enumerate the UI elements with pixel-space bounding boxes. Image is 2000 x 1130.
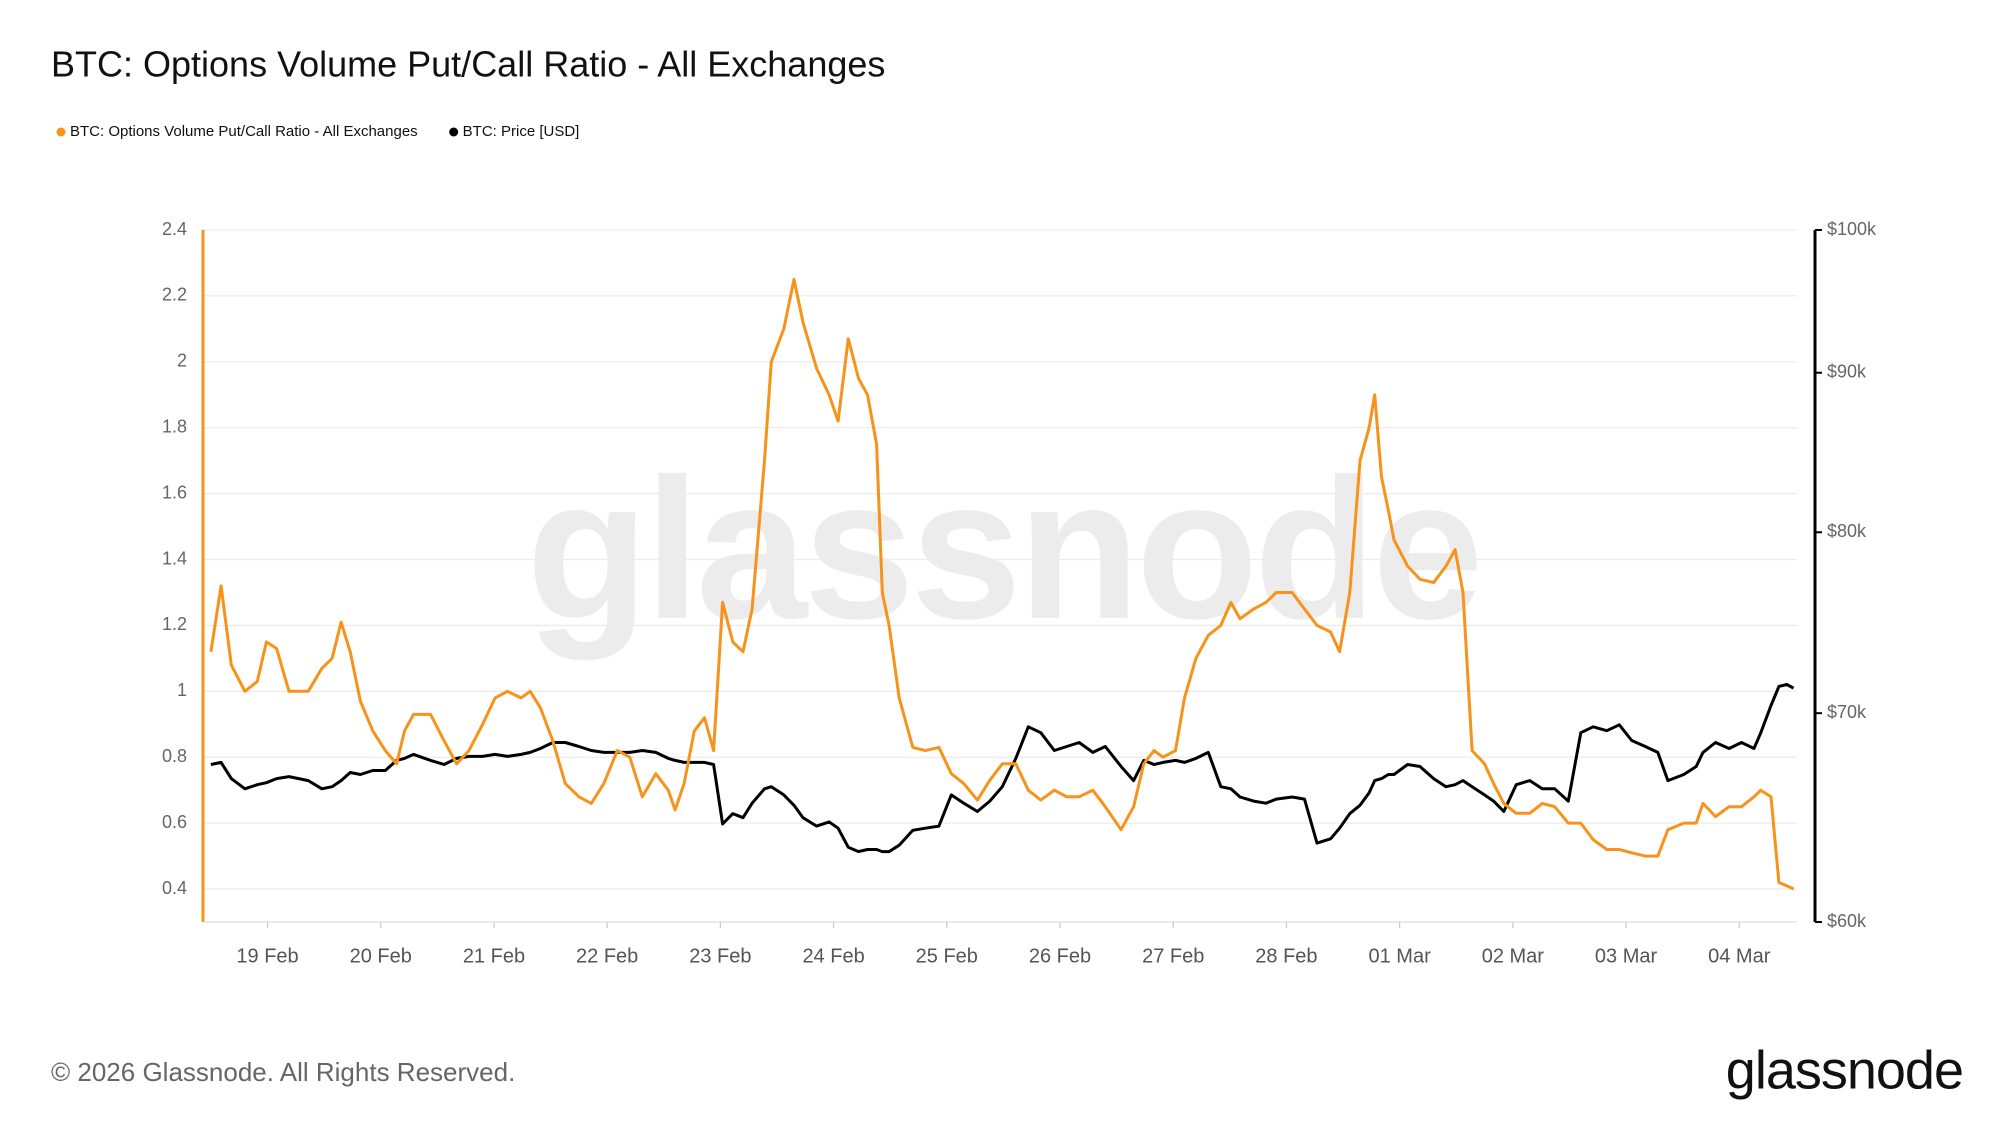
y2-tick-label: $90k (1827, 361, 1867, 381)
x-tick-label: 23 Feb (689, 945, 751, 967)
x-tick-label: 27 Feb (1142, 945, 1204, 967)
legend-label: BTC: Price [USD] (463, 123, 580, 140)
x-tick-label: 22 Feb (576, 945, 638, 967)
watermark: glassnode (526, 438, 1479, 661)
x-tick-label: 24 Feb (802, 945, 864, 967)
logo: glassnode (1726, 1040, 1963, 1100)
legend-marker (449, 127, 459, 137)
x-tick-label: 21 Feb (463, 945, 525, 967)
y-tick-label: 2 (177, 351, 187, 371)
legend-label: BTC: Options Volume Put/Call Ratio - All… (70, 123, 418, 140)
x-tick-label: 19 Feb (236, 945, 298, 967)
y-tick-label: 2.2 (162, 285, 187, 305)
x-tick-label: 25 Feb (916, 945, 978, 967)
y2-tick-label: $80k (1827, 521, 1867, 541)
x-tick-label: 03 Mar (1595, 945, 1658, 967)
y-tick-label: 0.6 (162, 812, 187, 832)
x-tick-label: 04 Mar (1708, 945, 1771, 967)
chart-title: BTC: Options Volume Put/Call Ratio - All… (51, 44, 885, 85)
series-line (209, 277, 1795, 891)
y2-tick-label: $60k (1827, 911, 1867, 931)
x-tick-label: 20 Feb (350, 945, 412, 967)
footer: © 2026 Glassnode. All Rights Reserved. (51, 1057, 515, 1087)
x-tick-label: 01 Mar (1369, 945, 1432, 967)
y2-tick-label: $70k (1827, 702, 1867, 722)
x-tick-label: 02 Mar (1482, 945, 1545, 967)
y-tick-label: 2.4 (162, 219, 187, 239)
y-tick-label: 0.8 (162, 746, 187, 766)
y-tick-label: 1.8 (162, 416, 187, 436)
y-tick-label: 1 (177, 680, 187, 700)
x-tick-label: 28 Feb (1255, 945, 1317, 967)
series-line (210, 683, 1795, 854)
y-tick-label: 1.6 (162, 482, 187, 502)
y-tick-label: 1.2 (162, 614, 187, 634)
y-tick-label: 1.4 (162, 548, 187, 568)
y2-tick-label: $100k (1827, 219, 1877, 239)
y-tick-label: 0.4 (162, 878, 187, 898)
legend-marker (56, 127, 66, 137)
x-tick-label: 26 Feb (1029, 945, 1091, 967)
